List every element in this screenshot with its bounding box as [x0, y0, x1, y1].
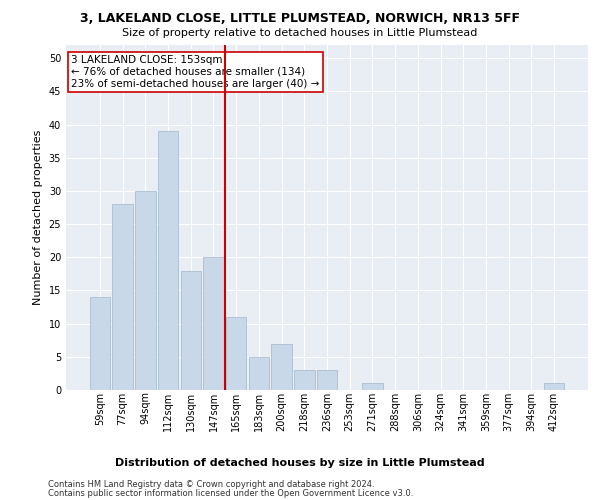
Bar	[248, 357, 269, 390]
Text: Size of property relative to detached houses in Little Plumstead: Size of property relative to detached ho…	[122, 28, 478, 38]
Bar	[158, 131, 178, 390]
Bar	[271, 344, 292, 390]
Bar	[203, 258, 224, 390]
Bar	[112, 204, 133, 390]
Text: Contains HM Land Registry data © Crown copyright and database right 2024.: Contains HM Land Registry data © Crown c…	[48, 480, 374, 489]
Bar	[181, 270, 201, 390]
Bar	[226, 317, 247, 390]
Bar	[90, 297, 110, 390]
Text: 3 LAKELAND CLOSE: 153sqm
← 76% of detached houses are smaller (134)
23% of semi-: 3 LAKELAND CLOSE: 153sqm ← 76% of detach…	[71, 56, 320, 88]
Bar	[362, 384, 383, 390]
Bar	[317, 370, 337, 390]
Text: 3, LAKELAND CLOSE, LITTLE PLUMSTEAD, NORWICH, NR13 5FF: 3, LAKELAND CLOSE, LITTLE PLUMSTEAD, NOR…	[80, 12, 520, 26]
Bar	[135, 191, 155, 390]
Bar	[294, 370, 314, 390]
Text: Contains public sector information licensed under the Open Government Licence v3: Contains public sector information licen…	[48, 488, 413, 498]
Text: Distribution of detached houses by size in Little Plumstead: Distribution of detached houses by size …	[115, 458, 485, 468]
Bar	[544, 384, 564, 390]
Y-axis label: Number of detached properties: Number of detached properties	[33, 130, 43, 305]
